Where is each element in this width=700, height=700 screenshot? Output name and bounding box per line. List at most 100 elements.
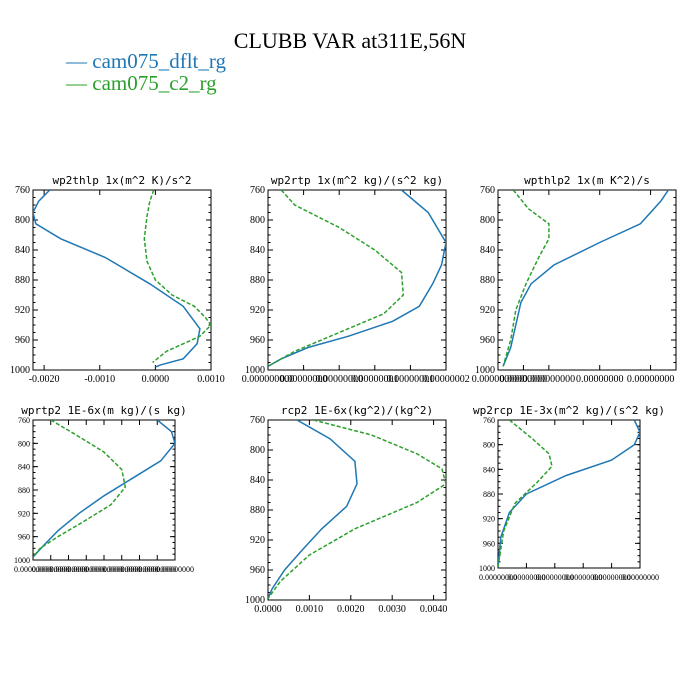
y-tick-label: 1000 [14,556,30,565]
subplot-4: rcp2 1E-6x(kg^2)/(kg^2) 760 800 840 880 920 96… [245,400,447,620]
subplot-2: wpthlp2 1x(m K^2)/s 760 800 840 880 920 960 100… [472,170,677,390]
series-line-1 [502,190,550,367]
y-tick-label: 840 [483,465,495,474]
subplot-title: wp2thlp 1x(m^2 K)/s^2 [52,174,191,187]
x-tick-label: 0.00000000 [280,374,328,385]
y-tick-label: 760 [250,185,265,196]
plot-area: 76080084088092096010000.000000000.000000… [479,416,659,582]
y-tick-label: 840 [480,245,495,256]
plot-area: 76080084088092096010000.0000000000.00000… [472,185,677,385]
x-tick-label: 0.000000000 [242,374,295,385]
series-line-1 [268,420,446,599]
y-tick-label: 800 [250,445,265,456]
x-tick-label: 0.00000002 [422,374,470,385]
y-tick-label: 760 [483,416,495,425]
legend-item-0: — cam075_dflt_rg [66,50,226,72]
y-tick-label: 920 [483,515,495,524]
y-tick-label: 760 [250,415,265,426]
y-tick-label: 840 [15,245,30,256]
y-tick-label: 800 [18,439,30,448]
subplot-svg: wp2rtp 1x(m^2 kg)/(s^2 kg) 760 800 840 880 92… [242,174,470,385]
y-tick-label: 920 [18,509,30,518]
x-tick-label: 0.00000000 [138,565,176,574]
figure-title: CLUBB VAR at311E,56N [233,28,467,53]
legend: — cam075_dflt_rg — cam075_c2_rg [66,50,226,94]
y-tick-label: 960 [15,335,30,346]
subplot-title: wprtp2 1E-6x(m kg)/(s kg) [21,404,187,417]
subplot-svg: wprtp2 1E-6x(m kg)/(s kg)760 800 840 880 920… [14,404,194,574]
y-tick-label: 800 [250,215,265,226]
subplot-svg: wp2thlp 1x(m^2 K)/s^2 760 800 840 880 920 960 1… [10,174,225,385]
x-tick-label: 0.00000000 [593,573,631,582]
y-tick-label: 760 [18,416,30,425]
subplot-svg: wp2rcp 1E-3x(m^2 kg)/(s^2 kg)760 800 840 88… [473,404,665,582]
x-tick-label: 0.00000000 [479,573,517,582]
series-line-0 [498,420,640,567]
plot-frame [497,189,677,371]
plot-area: 76080084088092096010000.0000000000.00000… [242,185,470,385]
x-tick-label: 0.00000000 [85,565,123,574]
y-tick-label: 800 [480,215,495,226]
series-line-1 [33,420,127,558]
plot-frame [267,189,447,371]
y-tick-label: 920 [480,305,495,316]
x-tick-label: -0.0010 [84,374,115,385]
x-tick-label: 0.00000001 [387,374,435,385]
series-line-0 [33,190,201,368]
x-tick-label: 0.00000000 [50,565,88,574]
x-tick-label: -0.0020 [29,374,60,385]
y-tick-label: 840 [250,475,265,486]
y-tick-label: 1000 [475,365,495,376]
x-tick-label: 0.00000000 [315,374,363,385]
x-tick-label: 0.00000000 [536,573,574,582]
x-tick-label: 0.00000000 [507,573,545,582]
x-tick-label: 0.00000000 [621,573,659,582]
x-tick-label: 0.0020 [337,604,365,615]
x-tick-label: 0.00000000 [564,573,602,582]
y-tick-label: 920 [15,305,30,316]
y-tick-label: 880 [250,275,265,286]
y-tick-label: 920 [250,535,265,546]
subplot-0: wp2thlp 1x(m^2 K)/s^2 760 800 840 880 920 960 1… [10,170,225,390]
x-tick-label: 0.00000000 [627,374,675,385]
x-tick-label: 0.0030 [378,604,406,615]
y-tick-label: 800 [483,441,495,450]
series-line-1 [498,420,553,567]
x-tick-label: 0.00000000 [14,565,52,574]
y-tick-label: 1000 [245,595,265,606]
y-tick-label: 760 [15,185,30,196]
plot-frame [267,419,447,601]
x-tick-label: 0.00000001 [351,374,399,385]
x-tick-label: 0.00000000 [67,565,105,574]
series-line-0 [33,420,175,558]
y-tick-label: 880 [15,275,30,286]
x-tick-label: 0.00000000 [121,565,159,574]
subplot-title: wpthlp2 1x(m K^2)/s [524,174,650,187]
legend-label: cam075_c2_rg [92,71,217,95]
series-line-0 [268,190,446,367]
y-tick-label: 880 [18,486,30,495]
x-tick-label: 0.0010 [197,374,225,385]
x-tick-label: 0.000000000 [523,374,576,385]
legend-label: cam075_dflt_rg [92,49,227,73]
series-line-1 [268,190,405,367]
x-tick-label: 0.0000 [254,604,282,615]
subplot-title: rcp2 1E-6x(kg^2)/(kg^2) [281,404,433,417]
y-tick-label: 1000 [245,365,265,376]
x-tick-label: 0.00000000 [156,565,194,574]
subplot-5: wp2rcp 1E-3x(m^2 kg)/(s^2 kg) 760 800 840 88… [473,400,665,588]
subplot-1: wp2rtp 1x(m^2 kg)/(s^2 kg) 760 800 840 880 92… [242,170,470,390]
x-tick-label: 0.00000000 [32,565,70,574]
plot-frame [497,419,641,569]
series-line-1 [143,190,211,364]
y-tick-label: 880 [480,275,495,286]
y-tick-label: 960 [250,565,265,576]
x-tick-label: 0.0000 [142,374,170,385]
subplot-3: wprtp2 1E-6x(m kg)/(s kg) 760 800 840 880 920… [14,400,194,580]
x-tick-label: 0.0040 [420,604,448,615]
subplot-svg: rcp2 1E-6x(kg^2)/(kg^2) 760 800 840 880 920 96… [245,404,447,615]
legend-marker: — [66,71,87,95]
y-tick-label: 920 [250,305,265,316]
plot-area: 760 800 840 880 920 960 1000-0.0020 -0.0010 0.00… [10,185,225,385]
